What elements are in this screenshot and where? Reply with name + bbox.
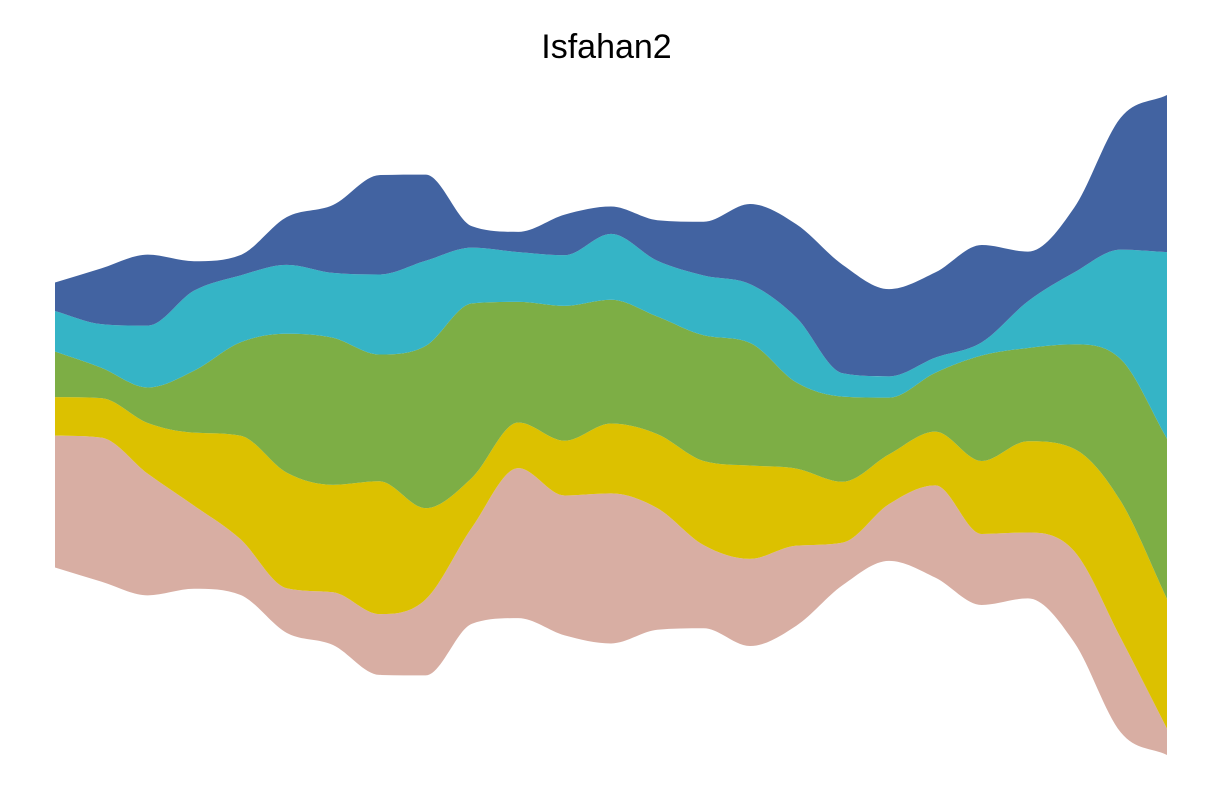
stream-layer-5 [55,95,1167,377]
chart-title: Isfahan2 [541,28,672,66]
stream-layer-1 [55,435,1167,755]
stream-layers [55,95,1167,755]
stream-layer-3 [55,299,1167,599]
stream-layer-4 [55,233,1167,439]
stream-layer-2 [55,397,1167,729]
